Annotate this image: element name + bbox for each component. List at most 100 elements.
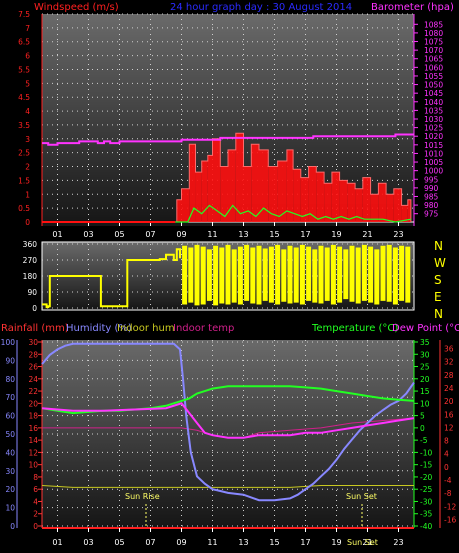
gust-bar: [195, 172, 202, 222]
gust-bar: [277, 160, 287, 222]
dewpoint-tick-label: 12: [444, 423, 454, 432]
wind-x-tick-label: 07: [145, 230, 155, 239]
gust-bar: [293, 169, 301, 222]
gust-bar: [339, 180, 348, 222]
rainfall-tick-label: 22: [28, 387, 38, 396]
gust-bar: [407, 199, 411, 222]
rainfall-tick-label: 28: [28, 350, 38, 359]
gust-bar: [251, 144, 259, 222]
humidity-tick-label: 10: [5, 504, 15, 513]
legend-temperature: Temperature (°C): [311, 323, 398, 334]
gust-bar: [362, 177, 371, 222]
temperature-x-tick-label: 05: [114, 538, 124, 547]
sun-set-footer-label: Sun Set: [347, 538, 378, 547]
gust-bar: [181, 188, 190, 222]
temperature-tick-label: 5: [420, 412, 425, 421]
direction-tick-label: 360: [23, 240, 38, 249]
temperature-x-tick-label: 17: [300, 538, 310, 547]
barometer-tick-label: 975: [424, 210, 439, 219]
windspeed-tick-label: 3: [25, 135, 30, 144]
direction-tick-label: 180: [23, 272, 38, 281]
direction-tick-label: 90: [27, 288, 37, 297]
legend-indoor-hum: Indoor hum: [117, 323, 175, 334]
wind-x-tick-label: 01: [52, 230, 62, 239]
humidity-tick-label: 100: [1, 338, 16, 347]
barometer-axis-title: Barometer (hpa): [371, 2, 454, 13]
legend-dewpoint: Dew Point (°C): [392, 323, 459, 334]
windspeed-tick-label: 5.5: [18, 65, 30, 74]
barometer-tick-label: 1015: [424, 141, 443, 150]
temperature-grid: [42, 340, 414, 528]
wind-series: [42, 132, 414, 223]
gust-bar: [243, 166, 252, 222]
gust-bar: [212, 138, 221, 222]
temperature-tick-label: -30: [420, 497, 432, 506]
barometer-tick-label: 1060: [424, 63, 443, 72]
dewpoint-tick-label: 4: [444, 450, 449, 459]
humidity-tick-label: 80: [5, 375, 15, 384]
gust-bar: [324, 183, 332, 222]
windspeed-tick-label: 6.5: [18, 38, 30, 47]
windspeed-tick-label: 7.5: [18, 10, 30, 19]
barometer-tick-label: 1035: [424, 106, 443, 115]
barometer-tick-label: 990: [424, 184, 439, 193]
barometer-tick-label: 1080: [424, 29, 443, 38]
humidity-tick-label: 50: [5, 430, 15, 439]
dewpoint-tick-label: 8: [444, 437, 449, 446]
barometer-axis-ticks: 9759809859909951000100510101015102010251…: [413, 14, 443, 226]
graph-title: 24 hour graph day : 30 August 2014: [170, 2, 352, 13]
barometer-tick-label: 1045: [424, 89, 443, 98]
gust-bar: [331, 172, 340, 222]
wind-x-tick-label: 15: [269, 230, 279, 239]
wind-x-tick-label: 11: [207, 230, 217, 239]
legend-rainfall: Rainfall (mm): [1, 323, 69, 334]
gust-bar: [220, 166, 228, 222]
rainfall-tick-label: 0: [33, 522, 38, 531]
temperature-x-axis-ticks: 01 03 05 07 09 11 13 15 17 19 21 23: [42, 527, 414, 547]
windspeed-tick-label: 7: [25, 24, 30, 33]
gust-bar: [300, 177, 309, 222]
rainfall-tick-label: 10: [28, 461, 38, 470]
barometer-tick-label: 1040: [424, 98, 443, 107]
rainfall-tick-label: 18: [28, 412, 38, 421]
direction-series: [42, 244, 411, 309]
wind-x-tick-label: 05: [114, 230, 124, 239]
temperature-x-tick-label: 01: [52, 538, 62, 547]
gust-bar: [308, 166, 317, 222]
wind-x-tick-label: 23: [393, 230, 403, 239]
windspeed-tick-label: 3.5: [18, 121, 30, 130]
barometer-line: [42, 133, 414, 146]
direction-tick-label: 0: [32, 304, 37, 313]
rainfall-tick-label: 30: [28, 338, 38, 347]
dewpoint-tick-label: 32: [444, 358, 454, 367]
legend-humidity: Humidity (%): [66, 323, 132, 334]
temperature-tick-label: -15: [420, 461, 432, 470]
gust-bar: [207, 155, 213, 222]
barometer-tick-label: 1010: [424, 149, 443, 158]
wind-x-tick-label: 21: [362, 230, 372, 239]
temperature-x-tick-label: 07: [145, 538, 155, 547]
wind-x-tick-label: 03: [83, 230, 93, 239]
humidity-tick-label: 70: [5, 393, 15, 402]
barometer-tick-label: 1025: [424, 124, 443, 133]
humidity-line: [41, 342, 415, 502]
wind-x-tick-label: 17: [300, 230, 310, 239]
rainfall-tick-label: 8: [33, 473, 38, 482]
temperature-tick-label: -5: [420, 436, 428, 445]
barometer-tick-label: 1070: [424, 46, 443, 55]
temperature-x-tick-label: 11: [207, 538, 217, 547]
barometer-tick-label: 985: [424, 192, 439, 201]
temperature-x-tick-label: 13: [238, 538, 248, 547]
windspeed-tick-label: 0: [25, 218, 30, 227]
gust-bar: [268, 166, 278, 222]
dewpoint-tick-label: 28: [444, 371, 454, 380]
direction-axis-ticks: 0 90 180 270 360: [23, 240, 38, 313]
wind-barometer-chart: 00.511.522.533.544.555.566.577.5 9759809…: [18, 2, 454, 239]
rainfall-tick-label: 14: [28, 436, 38, 445]
gust-bar: [286, 149, 294, 222]
gust-bar: [370, 194, 379, 222]
temperature-tick-label: 30: [420, 350, 430, 359]
gust-bar: [259, 149, 269, 222]
dewpoint-tick-label: 24: [444, 384, 454, 393]
